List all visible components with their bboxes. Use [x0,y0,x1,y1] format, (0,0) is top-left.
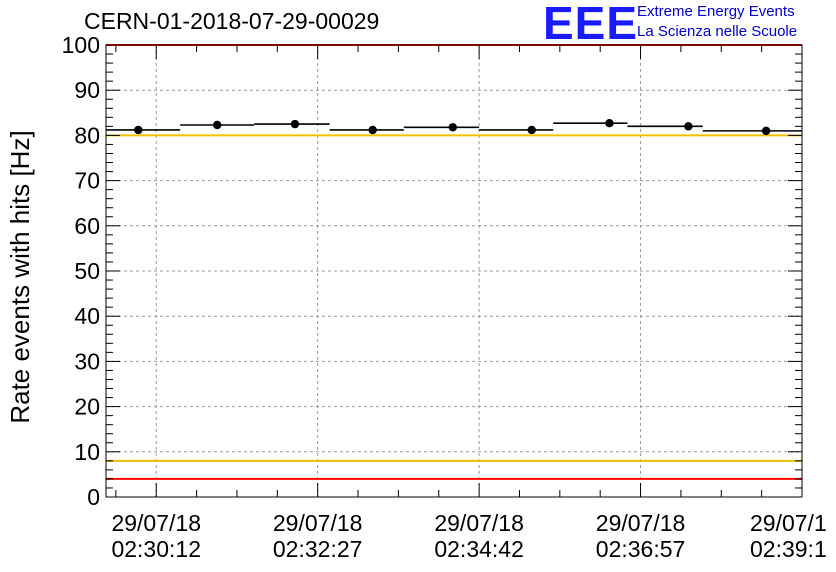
data-point-4 [448,123,458,132]
plot-title: CERN-01-2018-07-29-00029 [84,8,380,34]
x-tick-label-time-2: 02:34:42 [434,536,524,562]
data-point-5 [527,125,536,135]
x-tick-label-date-1: 29/07/18 [273,510,363,536]
eee-logo: EEE [543,0,639,49]
y-tick-label-9: 90 [74,77,100,103]
x-tick-label-time-3: 02:36:57 [596,536,686,562]
y-tick-label-5: 50 [74,258,100,284]
y-tick-label-0: 0 [87,484,100,510]
data-point-2 [290,119,300,129]
x-tick-label-date-3: 29/07/18 [596,510,686,536]
y-tick-label-6: 60 [74,213,100,239]
logo-line-1: Extreme Energy Events [637,3,795,20]
x-tick-label-time-0: 02:30:12 [111,536,201,562]
logo-line-2: La Scienza nelle Scuole [637,23,798,40]
y-tick-label-3: 30 [74,348,100,374]
y-tick-label-4: 40 [74,303,100,329]
x-tick-label-date-0: 29/07/18 [111,510,201,536]
y-tick-label-10: 100 [62,32,100,58]
data-point-6 [605,118,614,128]
y-tick-label-1: 10 [74,439,100,465]
y-tick-label-2: 20 [74,394,100,420]
x-tick-label-date-4: 29/07/1 [750,510,827,536]
y-axis-label: Rate events with hits [Hz] [5,130,35,423]
data-point-8 [761,126,771,136]
data-point-0 [134,125,143,135]
data-point-7 [684,122,693,131]
data-point-3 [368,125,377,135]
x-tick-label-time-1: 02:32:27 [273,536,363,562]
y-tick-label-8: 80 [74,122,100,148]
y-tick-label-7: 70 [74,168,100,194]
x-tick-label-time-4: 02:39:1 [750,536,827,562]
x-tick-label-date-2: 29/07/18 [434,510,524,536]
data-point-1 [213,120,222,130]
